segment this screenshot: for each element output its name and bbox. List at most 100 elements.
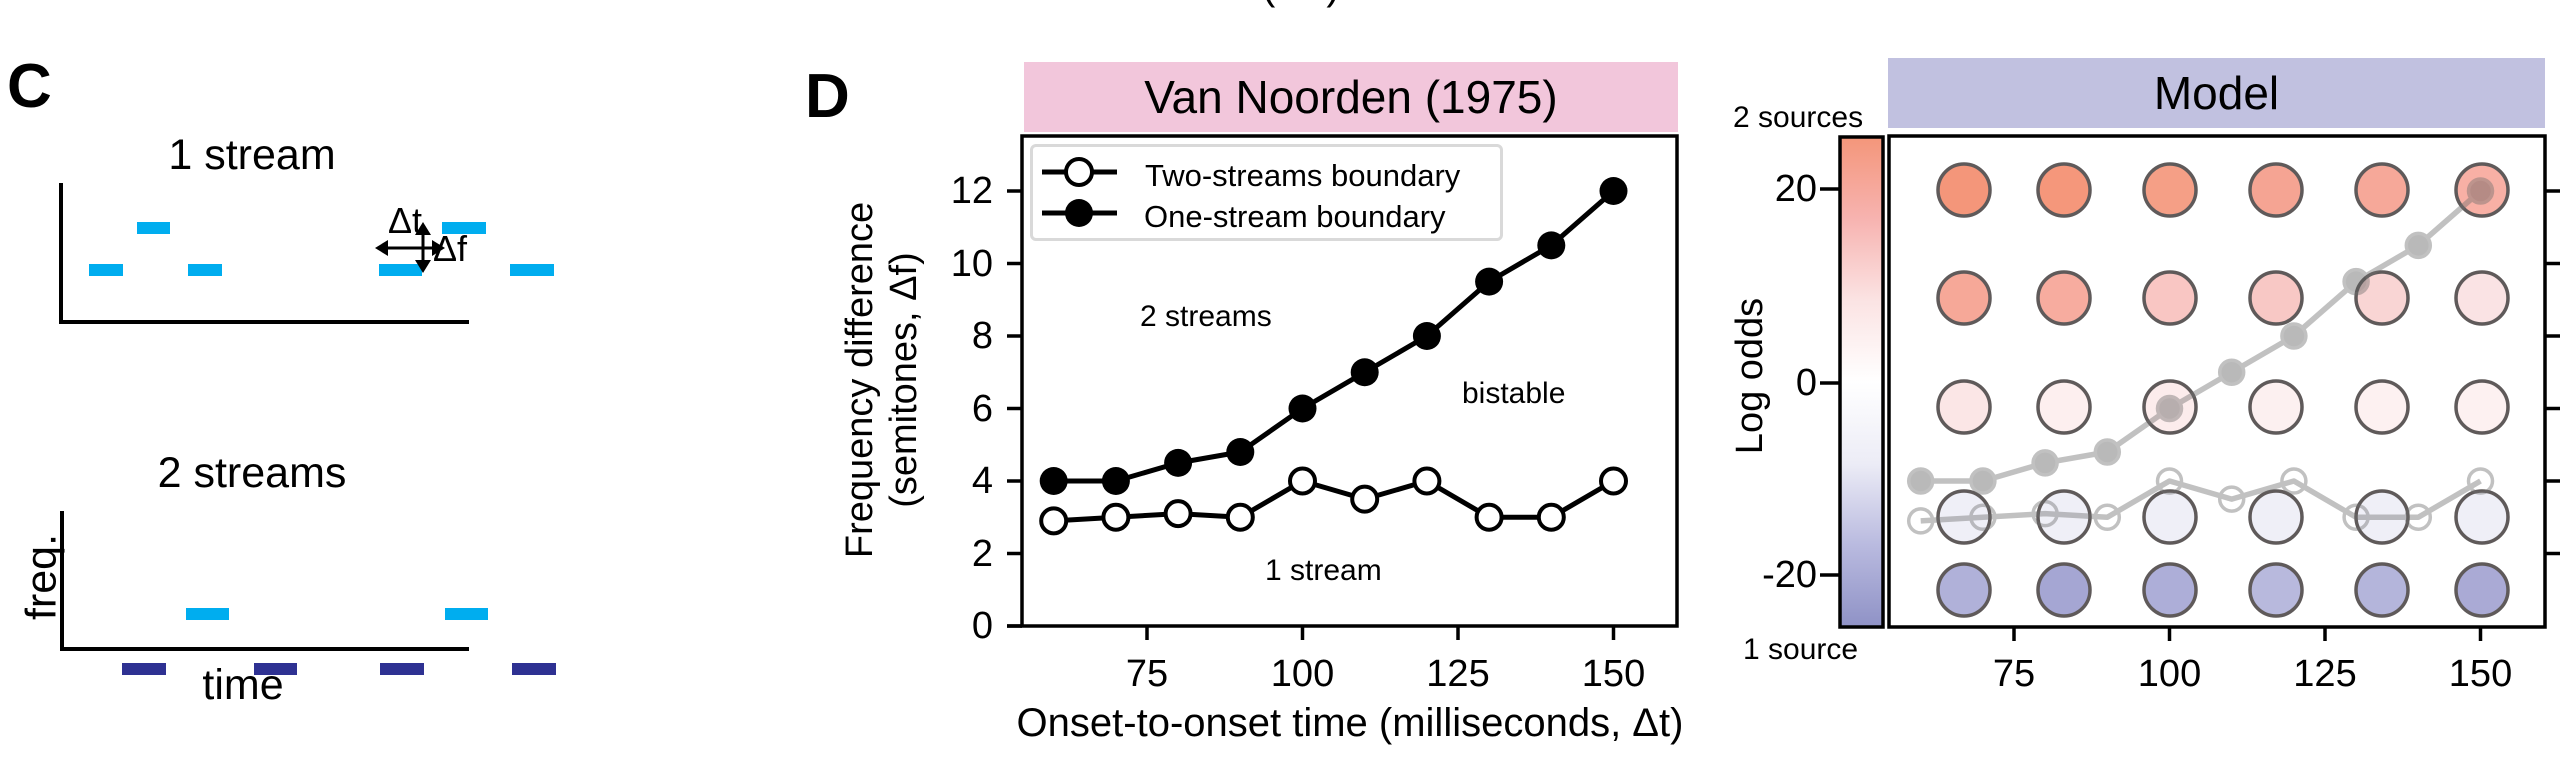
delta-t-arrow-icon xyxy=(375,240,445,256)
log-odds-circle xyxy=(2248,270,2304,326)
log-odds-circle xyxy=(1936,562,1992,618)
tone-high xyxy=(137,222,170,234)
left-axis-ticks xyxy=(1007,189,1616,640)
panel-c-letter: C xyxy=(7,52,52,121)
overlay-filled-marker xyxy=(1969,467,1997,495)
filled-circle-marker xyxy=(1537,231,1566,260)
x-tick-label: 100 xyxy=(1270,653,1335,695)
tone-low xyxy=(380,663,424,675)
colorbar-tick-0: 0 xyxy=(1795,362,1817,404)
open-circle-marker xyxy=(1288,466,1317,496)
log-odds-circle xyxy=(2454,489,2510,545)
log-odds-circle xyxy=(2248,379,2304,435)
overlay-filled-marker xyxy=(2404,231,2433,260)
tone-low xyxy=(254,663,297,675)
one-stream-region-label: 1 stream xyxy=(1265,554,1382,587)
open-circle-marker xyxy=(1536,502,1566,532)
log-odds-circle xyxy=(2036,562,2092,618)
right-axis-ticks xyxy=(2012,189,2560,641)
log-odds-circle xyxy=(1936,270,1992,326)
van-noorden-title-text: Van Noorden (1975) xyxy=(1144,71,1558,123)
tone-low xyxy=(512,663,556,675)
overlay-open-marker xyxy=(2155,467,2184,495)
y-tick-label: 6 xyxy=(971,387,993,430)
log-odds-circle xyxy=(2036,489,2092,545)
log-odds-circle xyxy=(2354,162,2410,218)
log-odds-circle xyxy=(2354,270,2410,326)
tone-high xyxy=(186,608,229,620)
log-odds-circle xyxy=(1936,379,1992,435)
log-odds-circle xyxy=(2142,379,2198,435)
model-x-tick-label: 100 xyxy=(2137,653,2202,695)
x-tick-label: 75 xyxy=(1125,653,1169,695)
open-circle-marker xyxy=(1350,484,1380,514)
y-tick-label: 4 xyxy=(971,460,993,502)
colorbar-top-label: 2 sources xyxy=(1733,101,1864,134)
log-odds-circle xyxy=(2248,489,2304,545)
log-odds-circle xyxy=(2142,489,2198,545)
model-log-odds-circles xyxy=(1936,162,2510,618)
filled-circle-marker xyxy=(1599,177,1628,205)
legend-open-circle-icon xyxy=(1042,157,1117,187)
colorbar-bottom-label: 1 source xyxy=(1743,633,1859,666)
log-odds-circle xyxy=(1936,162,1992,218)
y-tick-label: 2 xyxy=(971,532,993,575)
colorbar-tick-neg20: -20 xyxy=(1762,554,1817,596)
y-tick-label: 10 xyxy=(950,242,993,285)
log-odds-circle xyxy=(2036,379,2092,435)
legend-filled-circle-icon xyxy=(1042,199,1117,227)
filled-circle-marker xyxy=(1164,448,1193,477)
x-axis-label: Onset-to-onset time (milliseconds, Δt) xyxy=(1016,701,1684,745)
overlay-filled-marker xyxy=(2466,177,2495,205)
overlay-open-marker xyxy=(2342,503,2370,531)
model-x-tick-label: 125 xyxy=(2293,653,2357,695)
van-noorden-plot-frame xyxy=(1020,134,1679,628)
open-circle-marker xyxy=(1039,506,1069,536)
filled-circle-marker xyxy=(1475,267,1504,296)
overlay-filled-marker xyxy=(2217,358,2246,386)
delta-f-arrow-icon xyxy=(415,222,431,273)
open-circle-marker xyxy=(1599,466,1628,496)
filled-circle-marker xyxy=(1039,467,1068,495)
tone-high xyxy=(445,608,488,620)
open-circle-marker xyxy=(1474,502,1504,532)
colorbar xyxy=(1838,135,1885,629)
log-odds-circle xyxy=(2354,379,2410,435)
overlay-filled-marker xyxy=(2280,322,2308,350)
model-plot-frame xyxy=(1887,134,2547,629)
x-tick-label: 150 xyxy=(1581,653,1646,695)
legend-box xyxy=(1030,144,1503,241)
overlay-open-marker xyxy=(2280,467,2308,495)
clipped-top-text: ( ) xyxy=(1262,0,1360,6)
log-odds-circle xyxy=(2248,162,2304,218)
open-circle-marker xyxy=(1225,502,1255,532)
overlay-filled-marker xyxy=(2155,394,2184,423)
legend-item-two-streams: Two-streams boundary xyxy=(1145,158,1461,193)
tone-low xyxy=(379,264,422,276)
two-streams-region-label: 2 streams xyxy=(1140,300,1272,333)
log-odds-circle xyxy=(2454,270,2510,326)
log-odds-circle xyxy=(1936,489,1992,545)
overlay-open-marker xyxy=(1969,503,1997,531)
colorbar-tick-20: 20 xyxy=(1774,168,1817,210)
log-odds-circle xyxy=(2036,162,2092,218)
van-noorden-series xyxy=(1039,177,1628,536)
log-odds-circle xyxy=(2142,562,2198,618)
overlay-filled-marker xyxy=(2342,267,2370,296)
model-title: Model xyxy=(1888,58,2545,128)
two-streams-axes xyxy=(60,511,469,651)
overlay-open-marker xyxy=(2093,503,2122,531)
filled-circle-marker xyxy=(1288,394,1317,423)
one-stream-title: 1 stream xyxy=(168,131,336,179)
tone-low xyxy=(122,663,166,675)
open-circle-marker xyxy=(1412,466,1442,496)
filled-circle-marker xyxy=(1412,322,1441,350)
model-title-text: Model xyxy=(2153,67,2280,119)
one-stream-tones xyxy=(89,222,554,276)
y-tick-label: 0 xyxy=(971,605,993,647)
overlay-open-marker xyxy=(2031,499,2059,528)
one-stream-axes xyxy=(59,183,469,324)
overlay-open-marker xyxy=(2217,485,2246,513)
